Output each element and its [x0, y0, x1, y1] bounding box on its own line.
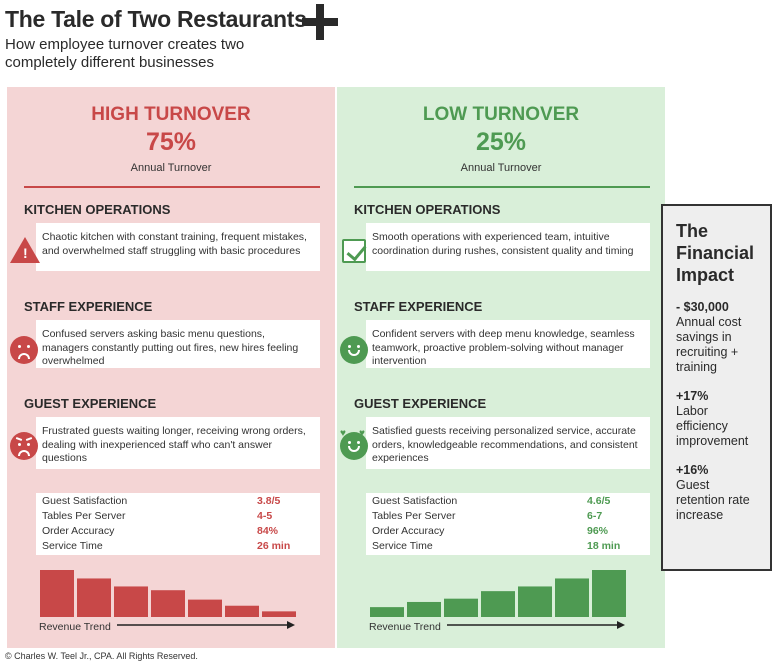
revenue-bar	[444, 598, 478, 617]
checkbox-icon	[342, 239, 366, 263]
revenue-bar	[481, 591, 515, 617]
high-turnover-percent-label: Annual Turnover	[130, 162, 212, 174]
revenue-trend-chart: Revenue Trend	[39, 570, 296, 633]
revenue-trend-label: Revenue Trend	[39, 621, 111, 633]
section-title-kitchen: KITCHEN OPERATIONS	[354, 202, 501, 217]
low-turnover-percent: 25%	[475, 128, 527, 156]
high-turnover-panel: HIGH TURNOVER 75% Annual Turnover KITCHE…	[7, 87, 335, 648]
financial-impact-box: The Financial Impact - $30,000 Annual co…	[661, 204, 772, 571]
revenue-bar	[114, 586, 148, 617]
revenue-bar	[592, 570, 626, 617]
arrow-right-icon	[287, 621, 295, 629]
copyright-footer: © Charles W. Teel Jr., CPA. All Rights R…	[5, 651, 198, 661]
low-turnover-panel: LOW TURNOVER 25% Annual Turnover KITCHEN…	[337, 87, 665, 648]
revenue-bar	[40, 570, 74, 617]
angry-face-icon	[10, 432, 38, 460]
revenue-trend-label: Revenue Trend	[369, 621, 441, 633]
metric-label: Order Accuracy	[42, 525, 115, 537]
impact-description: Labor efficiency improvement	[676, 404, 749, 448]
kitchen-card: Chaotic kitchen with constant training, …	[36, 223, 320, 271]
kitchen-card: Smooth operations with experienced team,…	[366, 223, 650, 271]
impact-value: - $30,000	[676, 300, 729, 314]
section-title-staff: STAFF EXPERIENCE	[354, 299, 483, 314]
kitchen-text: Smooth operations with experienced team,…	[372, 231, 634, 257]
metrics-table: Guest Satisfaction 4.6/5 Tables Per Serve…	[366, 493, 650, 555]
section-title-guest: GUEST EXPERIENCE	[354, 396, 487, 411]
page-subtitle: How employee turnover creates two comple…	[5, 36, 245, 71]
low-turnover-heading: LOW TURNOVER	[422, 104, 580, 125]
revenue-bar	[188, 599, 222, 617]
metric-label: Order Accuracy	[372, 525, 445, 537]
metric-value: 26 min	[257, 540, 291, 552]
staff-text: Confused servers asking basic menu quest…	[42, 328, 299, 367]
metric-value: 18 min	[587, 540, 621, 552]
kitchen-text: Chaotic kitchen with constant training, …	[42, 231, 307, 257]
high-turnover-percent: 75%	[145, 128, 197, 156]
metric-row: Service Time 18 min	[372, 539, 644, 554]
revenue-bar	[518, 586, 552, 617]
low-turnover-percent-label: Annual Turnover	[460, 162, 542, 174]
impact-description: Annual cost savings in recruiting + trai…	[676, 315, 742, 374]
metric-label: Tables Per Server	[42, 510, 126, 522]
metrics-table: Guest Satisfaction 3.8/5 Tables Per Serve…	[36, 493, 320, 555]
metric-value: 4.6/5	[587, 495, 611, 507]
metric-row: Tables Per Server 6-7	[372, 509, 644, 524]
metric-label: Guest Satisfaction	[372, 495, 458, 507]
divider	[24, 186, 320, 188]
metric-value: 6-7	[587, 510, 603, 522]
section-title-staff: STAFF EXPERIENCE	[24, 299, 153, 314]
metric-row: Service Time 26 min	[42, 539, 314, 554]
impact-description: Guest retention rate increase	[676, 478, 750, 522]
metric-row: Tables Per Server 4-5	[42, 509, 314, 524]
revenue-bar	[77, 578, 111, 617]
metric-value: 84%	[257, 525, 279, 537]
metric-value: 96%	[587, 525, 609, 537]
plus-icon	[302, 4, 338, 40]
revenue-bar	[225, 605, 259, 617]
metric-row: Order Accuracy 96%	[372, 524, 644, 539]
metric-row: Guest Satisfaction 3.8/5	[42, 494, 314, 509]
guest-card: Satisfied guests receiving personalized …	[366, 417, 650, 469]
smiley-face-icon	[340, 336, 368, 364]
financial-impact-title: The Financial Impact	[676, 221, 755, 285]
heart-eyes-face-icon: ♥ ♥	[340, 429, 368, 460]
revenue-trend-chart: Revenue Trend	[369, 570, 626, 633]
metric-value: 3.8/5	[257, 495, 281, 507]
revenue-bar	[555, 578, 589, 617]
metric-row: Order Accuracy 84%	[42, 524, 314, 539]
page-title: The Tale of Two Restaurants	[5, 6, 307, 32]
metric-label: Guest Satisfaction	[42, 495, 128, 507]
revenue-bar	[370, 607, 404, 617]
staff-card: Confident servers with deep menu knowled…	[366, 320, 650, 368]
arrow-right-icon	[617, 621, 625, 629]
metric-label: Tables Per Server	[372, 510, 456, 522]
guest-text: Satisfied guests receiving personalized …	[372, 425, 638, 464]
metric-row: Guest Satisfaction 4.6/5	[372, 494, 644, 509]
section-title-guest: GUEST EXPERIENCE	[24, 396, 157, 411]
warning-icon: !	[10, 237, 40, 263]
metric-value: 4-5	[257, 510, 273, 522]
impact-value: +17%	[676, 389, 709, 403]
divider	[354, 186, 650, 188]
metric-label: Service Time	[372, 540, 433, 552]
guest-card: Frustrated guests waiting longer, receiv…	[36, 417, 320, 469]
staff-card: Confused servers asking basic menu quest…	[36, 320, 320, 368]
revenue-bar	[151, 590, 185, 617]
section-title-kitchen: KITCHEN OPERATIONS	[24, 202, 171, 217]
revenue-bar	[262, 611, 296, 617]
metric-label: Service Time	[42, 540, 103, 552]
staff-text: Confident servers with deep menu knowled…	[372, 328, 635, 367]
high-turnover-heading: HIGH TURNOVER	[91, 104, 251, 125]
sad-face-icon	[10, 336, 38, 364]
guest-text: Frustrated guests waiting longer, receiv…	[42, 425, 306, 464]
revenue-bar	[407, 601, 441, 617]
impact-value: +16%	[676, 463, 709, 477]
